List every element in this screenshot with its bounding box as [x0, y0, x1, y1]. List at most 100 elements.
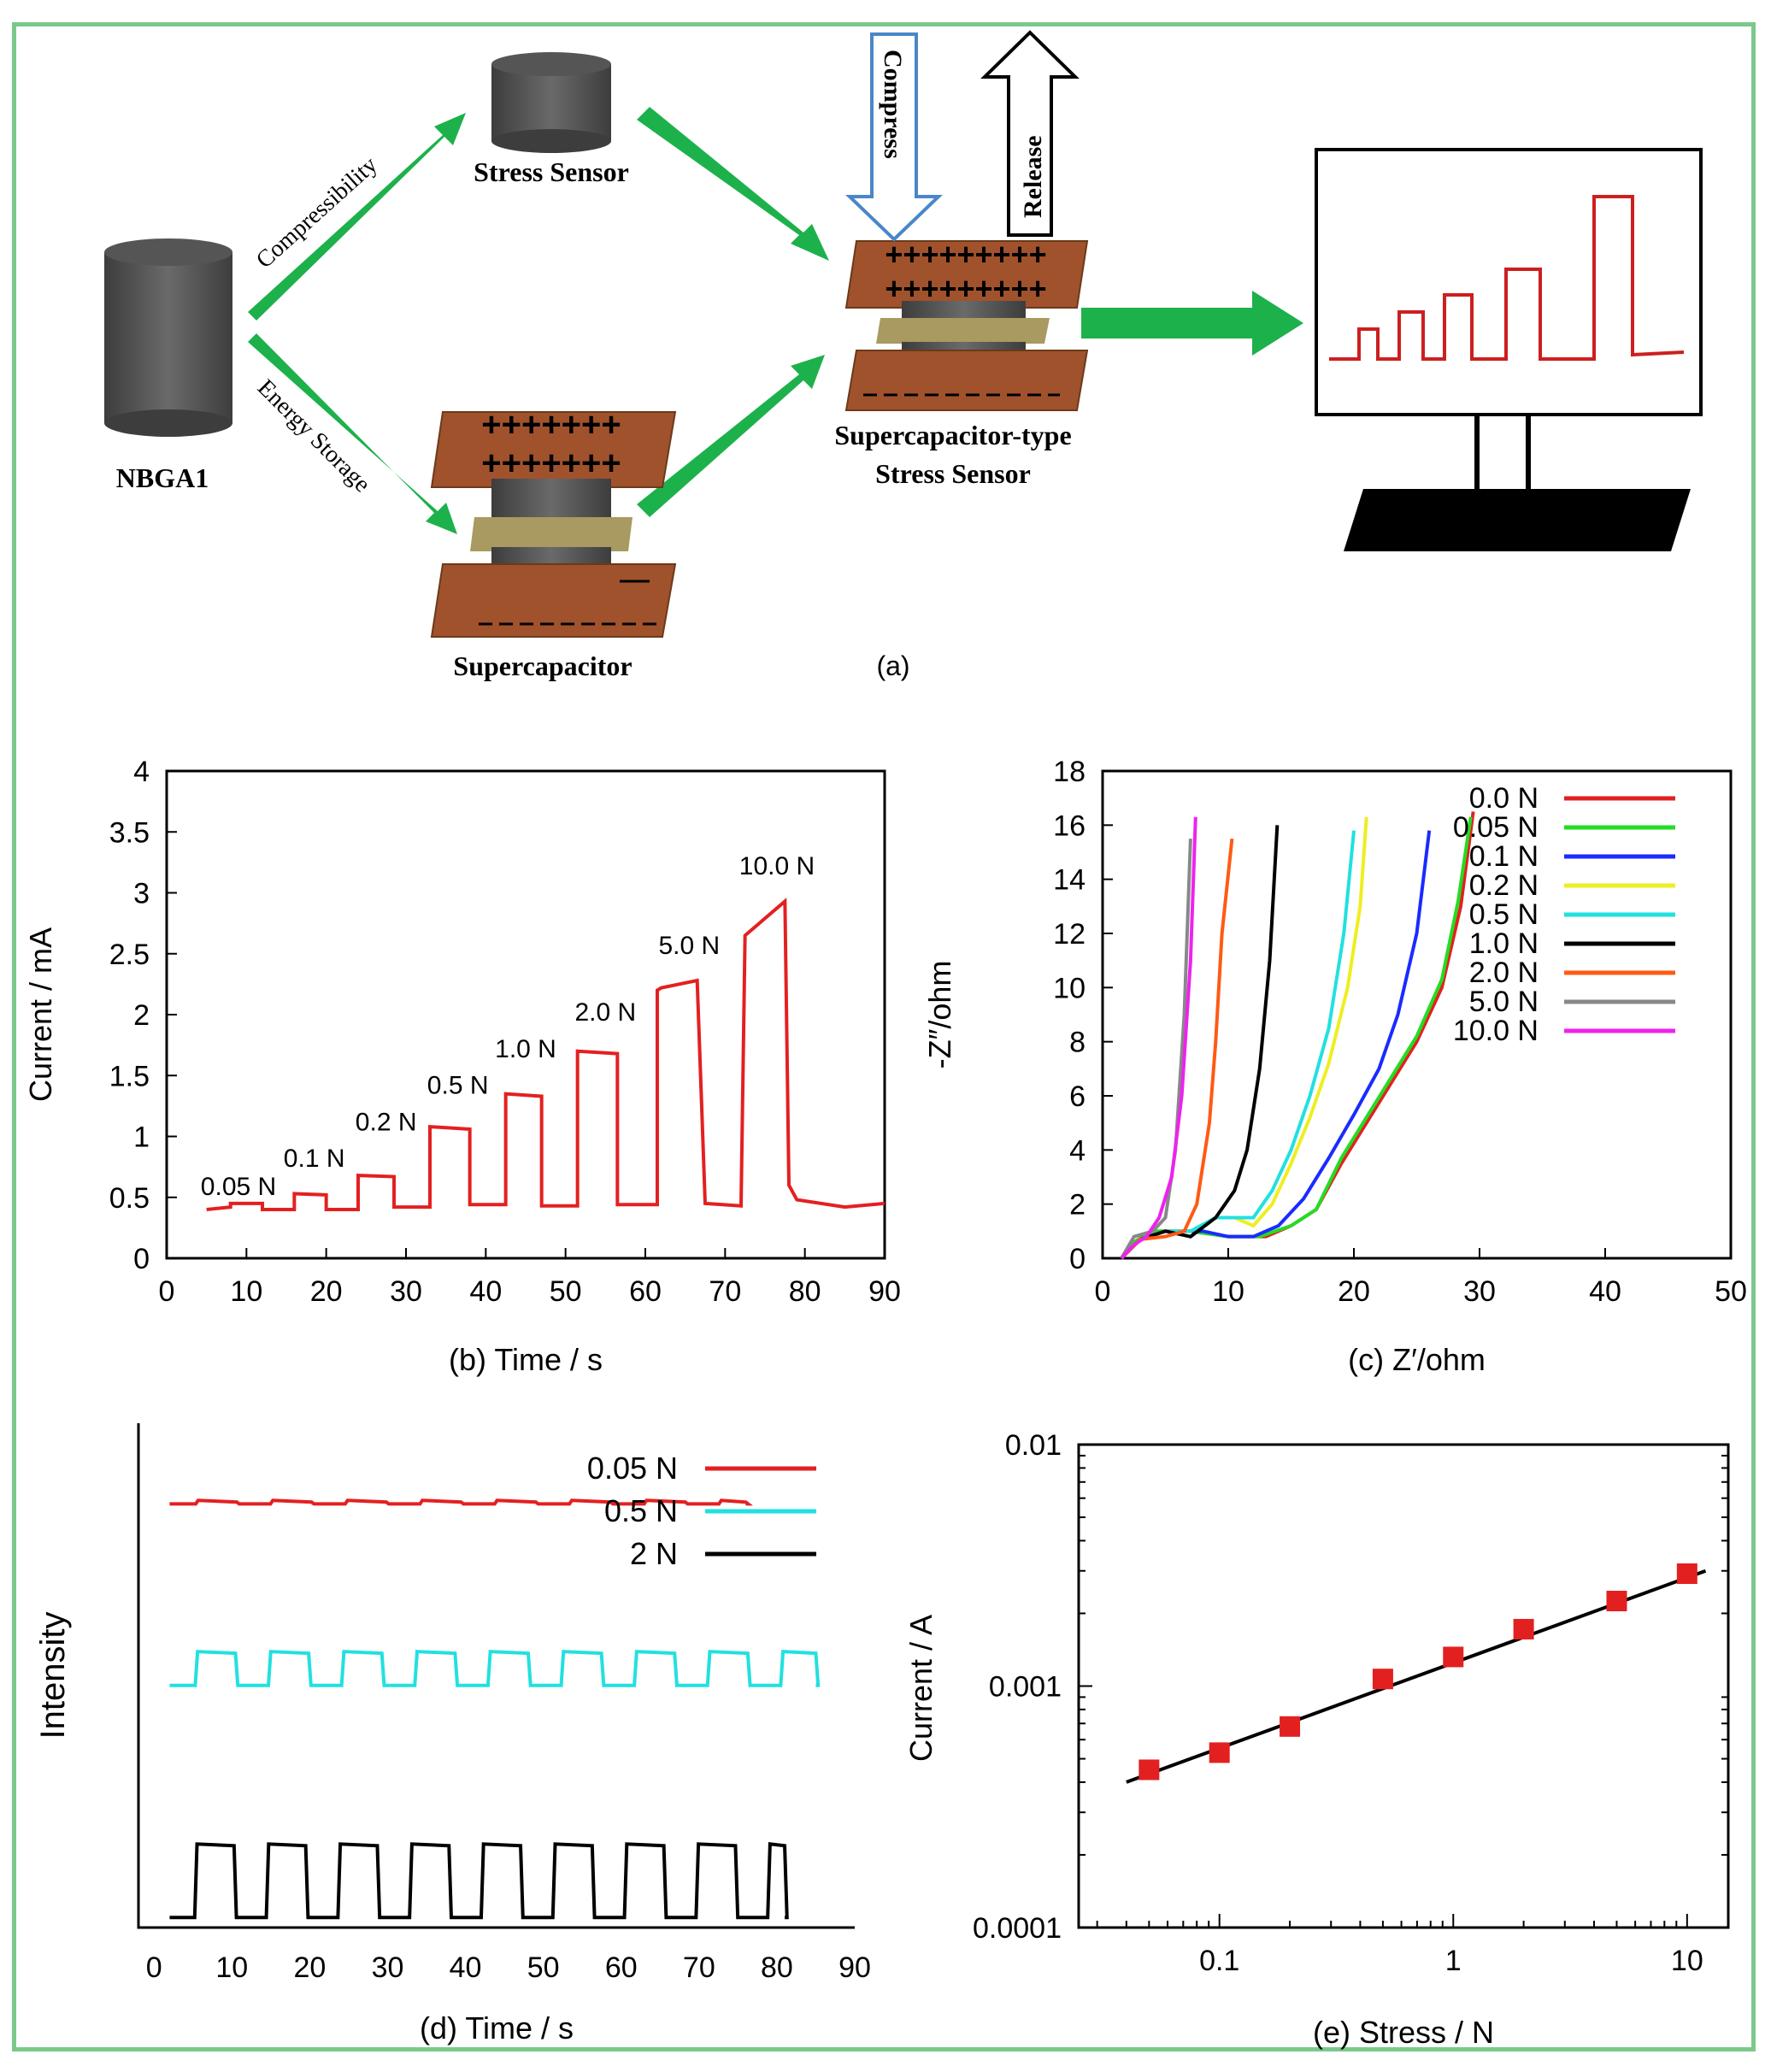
x-tick-label: 1 — [1445, 1945, 1462, 1977]
annotation-label: 0.05 N — [201, 1173, 276, 1201]
y-tick-label: 2 — [1069, 1189, 1086, 1221]
x-tick-label: 50 — [527, 1951, 560, 1984]
series-line — [1120, 839, 1192, 1260]
y-tick-label: 0 — [133, 1243, 150, 1275]
x-tick-label: 10 — [1212, 1275, 1244, 1308]
series-line — [1120, 830, 1356, 1260]
y-tick-label: 10 — [1053, 972, 1086, 1004]
series-line — [1120, 838, 1234, 1260]
y-tick-label: 0.5 — [109, 1182, 150, 1215]
stress-sensor-cylinder — [491, 52, 611, 153]
chart-current-vs-stress: 0.1 1 10 0.0001 0.001 0.01 (e) Stress / N Curre… — [903, 1429, 1730, 2050]
y-tick-label: 0.01 — [1005, 1429, 1062, 1462]
annotation-label: 0.2 N — [356, 1108, 417, 1136]
plus-row-3: +++++++++ — [885, 237, 1046, 272]
sc-stress-label-1: Supercapacitor-type — [834, 420, 1071, 450]
data-point — [1443, 1646, 1464, 1668]
chart-nyquist: 0 10 20 30 40 50 0 2 4 6 8 10 12 14 16 18 0.0 N0.05 N0.1… — [922, 756, 1747, 1377]
stress-sensor-label: Stress Sensor — [474, 156, 629, 187]
flow-arrows — [248, 107, 1303, 534]
arrow-to-sensor-top — [637, 107, 829, 261]
y-tick-label: 3.5 — [109, 816, 150, 849]
x-tick-label: 80 — [789, 1275, 821, 1308]
nbga-label: NBGA1 — [116, 462, 209, 493]
series-line — [1120, 816, 1368, 1260]
data-point — [1209, 1742, 1230, 1763]
x-tick-label: 40 — [450, 1951, 482, 1984]
x-tick-label: 10 — [230, 1275, 262, 1308]
panel-a-caption: (a) — [876, 650, 909, 681]
sc-stress-sensor-device: +++++++++ +++++++++ — [844, 237, 1089, 411]
supercapacitor-device: +++++++ +++++++ — [430, 406, 677, 638]
legend-label: 5.0 N — [1469, 986, 1539, 1018]
x-tick-label: 60 — [605, 1951, 638, 1984]
plus-row-4: +++++++++ — [885, 271, 1046, 306]
sc-stress-label-2: Stress Sensor — [875, 458, 1031, 489]
y-tick-label: 12 — [1053, 918, 1086, 951]
arrow-energy-storage — [248, 333, 457, 534]
y-axis-label: -Z″/ohm — [922, 961, 957, 1069]
annotation-label: 5.0 N — [658, 932, 720, 960]
y-tick-label: 0 — [1069, 1243, 1086, 1275]
x-tick-label: 30 — [390, 1275, 422, 1308]
x-tick-label: 10 — [1671, 1945, 1703, 1977]
x-tick-label: 80 — [761, 1951, 793, 1984]
y-tick-label: 3 — [133, 878, 150, 910]
data-point — [1676, 1563, 1697, 1585]
compress-label: Compress — [879, 50, 907, 159]
y-tick-label: 16 — [1053, 809, 1086, 842]
x-tick-label: 10 — [215, 1951, 248, 1984]
legend-label: 1.0 N — [1469, 927, 1539, 960]
plot-frame — [1077, 1443, 1730, 1929]
legend-label: 0.5 N — [604, 1493, 678, 1528]
monitor — [1315, 148, 1703, 551]
y-tick-label: 18 — [1053, 756, 1086, 788]
x-tick-label: 0 — [146, 1951, 162, 1984]
data-point — [1606, 1591, 1627, 1612]
legend-label: 0.05 N — [587, 1451, 678, 1486]
x-tick-label: 20 — [310, 1275, 343, 1308]
plus-row-2: +++++++ — [481, 444, 621, 482]
series-line — [169, 1842, 789, 1920]
arrow-compressibility — [248, 113, 466, 321]
series-line — [169, 1498, 754, 1506]
chart-intensity-cycles: 0 10 20 30 40 50 60 70 80 90 0.05 N 0.5 N 2 N (d) Tim… — [34, 1423, 871, 2046]
series-line — [206, 898, 886, 1211]
x-tick-label: 70 — [683, 1951, 715, 1984]
annotation-label: 2.0 N — [574, 998, 636, 1027]
y-tick-label: 4 — [1069, 1134, 1086, 1167]
schematic-panel: NBGA1 Stress Sensor Compressibility Ener… — [104, 30, 1703, 681]
annotation-label: 10.0 N — [739, 852, 815, 880]
figure-frame — [12, 22, 1756, 2051]
y-tick-label: 2 — [133, 999, 150, 1032]
release-label: Release — [1019, 135, 1047, 218]
legend-label: 2 N — [630, 1536, 678, 1571]
x-tick-label: 50 — [1715, 1275, 1747, 1308]
y-tick-label: 0.001 — [989, 1671, 1062, 1704]
x-axis-label: (d) Time / s — [420, 2010, 574, 2046]
legend-label: 0.0 N — [1469, 782, 1539, 815]
y-tick-label: 8 — [1069, 1027, 1086, 1059]
chart-current-vs-time: 0 10 20 30 40 50 60 70 80 90 0 0.5 1 1.5 2 2.5 3 3.5 4 0.05… — [23, 756, 901, 1377]
legend-label: 0.2 N — [1469, 869, 1539, 902]
release-arrow: Release — [980, 30, 1080, 237]
data-point — [1138, 1759, 1160, 1781]
x-tick-label: 60 — [629, 1275, 662, 1308]
plus-row-1: +++++++ — [481, 406, 621, 444]
legend-label: 0.05 N — [1453, 811, 1539, 844]
y-tick-label: 0.0001 — [973, 1912, 1062, 1945]
x-tick-label: 70 — [709, 1275, 741, 1308]
legend-label: 0.1 N — [1469, 840, 1539, 873]
y-tick-label: 14 — [1053, 864, 1086, 897]
annotation-label: 1.0 N — [495, 1035, 556, 1063]
y-axis-label: Intensity — [34, 1612, 72, 1739]
series-line — [1120, 816, 1197, 1260]
compress-arrow: Compress — [845, 32, 943, 242]
x-tick-label: 40 — [1589, 1275, 1621, 1308]
legend-label: 10.0 N — [1453, 1015, 1539, 1047]
x-tick-label: 90 — [868, 1275, 901, 1308]
y-tick-label: 1.5 — [109, 1060, 150, 1092]
plot-frame — [1101, 769, 1733, 1260]
x-tick-label: 30 — [372, 1951, 404, 1984]
